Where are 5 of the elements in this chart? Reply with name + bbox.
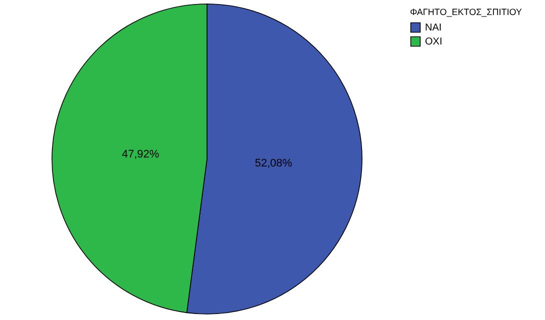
legend-label: ΟΧΙ <box>425 36 442 48</box>
data-label: 52,08% <box>254 157 292 170</box>
legend-title: ΦΑΓΗΤΟ_ΕΚΤΟΣ_ΣΠΙΤΙΟΥ <box>410 7 522 17</box>
data-label: 47,92% <box>122 148 160 161</box>
legend-label: ΝΑΙ <box>425 22 442 34</box>
